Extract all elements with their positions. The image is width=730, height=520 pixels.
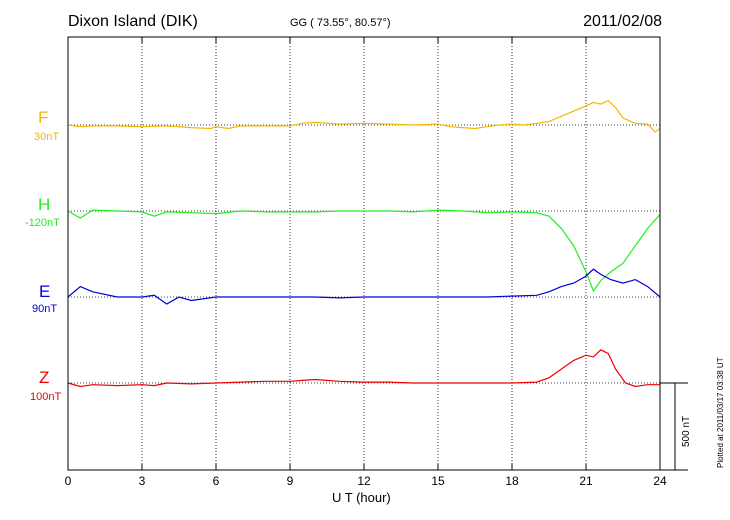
- x-axis-label: U T (hour): [332, 490, 391, 505]
- component-label-z: Z: [39, 368, 50, 387]
- date-label: 2011/02/08: [583, 13, 662, 30]
- component-label-e: E: [39, 282, 51, 301]
- x-tick-label: 15: [431, 474, 445, 488]
- x-tick-label: 21: [579, 474, 593, 488]
- x-tick-label: 9: [286, 474, 294, 488]
- component-label-h: H: [38, 195, 51, 214]
- offset-label-z: 100nT: [30, 391, 62, 403]
- x-tick-label: 18: [505, 474, 519, 488]
- series-line-h: [67, 209, 661, 293]
- station-title: Dixon Island (DIK): [68, 13, 198, 30]
- series-line-e: [67, 268, 661, 305]
- x-tick-label: 12: [357, 474, 371, 488]
- plotted-timestamp: Plotted at 2011/03/17 03:38 UT: [716, 357, 725, 468]
- offset-label-e: 90nT: [32, 303, 58, 315]
- series-line-z: [67, 349, 660, 388]
- offset-label-f: 30nT: [34, 131, 60, 143]
- x-tick-label: 3: [138, 474, 146, 488]
- series-line-f: [67, 99, 661, 133]
- x-tick-label: 0: [64, 474, 72, 488]
- x-tick-label: 24: [653, 474, 667, 488]
- x-tick-label: 6: [212, 474, 220, 488]
- scale-bar-label: 500 nT: [681, 415, 692, 447]
- station-coordinates: GG ( 73.55°, 80.57°): [290, 17, 391, 29]
- offset-label-h: -120nT: [25, 217, 60, 229]
- component-label-f: F: [38, 108, 49, 127]
